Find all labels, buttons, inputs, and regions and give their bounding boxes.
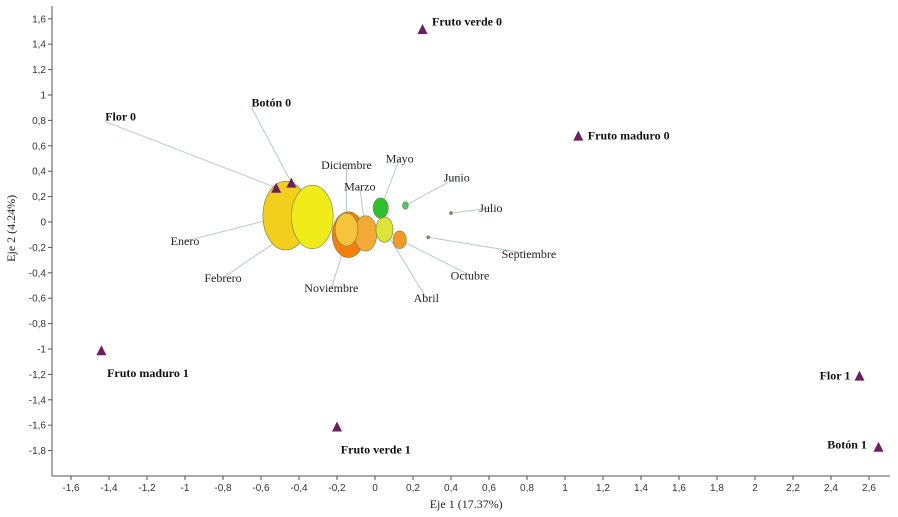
label-noviembre: Noviembre [304,281,358,295]
x-tick-label: 0,4 [444,483,458,494]
y-tick-label: -0,8 [29,319,47,330]
label-septiembre: Septiembre [502,247,557,261]
x-tick-label: 1,8 [710,483,724,494]
bubble-mayo [372,197,389,219]
x-tick-label: 1,6 [672,483,686,494]
bubble-febrero [291,184,334,249]
x-tick-label: 1,2 [596,483,610,494]
x-tick-label: 0,2 [406,483,420,494]
label-febrero: Febrero [204,271,241,285]
x-tick-label: 0,8 [520,483,534,494]
label-octubre: Octubre [451,268,490,282]
label-boton-1: Botón 1 [827,437,867,451]
y-tick-label: 0 [40,218,46,229]
x-tick-label: -0,4 [290,483,308,494]
label-junio: Junio [444,171,470,185]
y-tick-label: -0,4 [29,268,47,279]
month-bubbles [262,181,453,258]
y-tick-label: 0,6 [32,141,46,152]
y-tick-label: 1,2 [32,65,46,76]
leader-line-flor-0 [105,121,277,189]
label-julio: Julio [479,201,502,215]
leader-line-septiembre [428,236,529,255]
x-tick-label: 2,2 [786,483,800,494]
x-tick-label: -1,2 [138,483,156,494]
category-markers [96,23,884,452]
y-tick-label: -0,6 [29,294,47,305]
label-fruto-verde-1: Fruto verde 1 [341,442,411,456]
x-tick-label: -0,8 [214,483,232,494]
y-tick-label: -1 [37,345,46,356]
marker-fruto-verde-0 [417,23,428,34]
bubble-abril [375,216,394,243]
leader-line-abril [384,229,427,299]
label-marzo: Marzo [344,179,375,193]
y-tick-label: -1,8 [29,446,47,457]
marker-boton-1 [873,441,884,452]
label-fruto-maduro-0: Fruto maduro 0 [588,129,670,143]
label-mayo: Mayo [386,152,414,166]
marker-flor-1 [854,370,865,381]
point-labels: Enero Febrero Diciembre Noviembre Marzo Abril… [105,14,867,456]
leader-line-junio [405,177,457,206]
bubble-junio [402,201,409,210]
x-tick-label: -1 [181,483,190,494]
x-tick-label: -0,6 [252,483,270,494]
label-fruto-maduro-1: Fruto maduro 1 [107,366,189,380]
y-tick-label: 1 [40,91,46,102]
bubble-octubre [392,230,407,249]
label-flor-0: Flor 0 [105,110,136,124]
y-tick-label: -1,4 [29,395,47,406]
y-tick-label: 0,8 [32,116,46,127]
x-tick-label: 2 [752,483,758,494]
bubble-septiembre [426,235,431,240]
x-tick-label: -0,2 [328,483,346,494]
x-tick-label: 0,6 [482,483,496,494]
label-diciembre: Diciembre [321,158,372,172]
y-tick-label: -1,6 [29,421,47,432]
x-tick-label: 1,4 [634,483,648,494]
leader-line-boton-0 [251,107,292,183]
x-tick-label: 1 [562,483,568,494]
leader-line-octubre [399,239,471,276]
x-tick-label: -1,6 [62,483,80,494]
label-abril: Abril [414,291,440,305]
x-tick-label: -1,4 [100,483,118,494]
x-tick-label: 2,4 [824,483,838,494]
label-flor-1: Flor 1 [820,369,851,383]
y-tick-label: -1,2 [29,370,47,381]
leader-line-julio [450,207,491,214]
y-axis-title: Eje 2 (4.24%) [4,195,18,262]
marker-fruto-maduro-1 [96,345,107,356]
y-tick-label: 1,4 [32,40,46,51]
x-axis-title: Eje 1 (17.37%) [430,497,503,511]
y-tick-label: -0,2 [29,243,47,254]
bubble-diciembre [334,212,359,247]
x-tick-label: 0 [372,483,378,494]
label-boton-0: Botón 0 [252,96,292,110]
marker-boton-0 [286,177,297,188]
marker-flor-0 [271,182,282,193]
label-enero: Enero [171,234,200,248]
x-tick-label: 2,6 [862,483,876,494]
marker-fruto-maduro-0 [573,130,584,141]
bubble-julio [449,211,453,215]
marker-fruto-verde-1 [332,421,342,432]
y-tick-label: 1,6 [32,14,46,25]
y-tick-label: 0,2 [32,192,46,203]
axes: -1,6 -1,4 -1,2 -1 -0,8 -0,6 -0,4 -0,2 0 0,2 0,4 0,6… [29,6,890,494]
label-fruto-verde-0: Fruto verde 0 [432,14,502,28]
y-tick-label: 0,4 [32,167,46,178]
